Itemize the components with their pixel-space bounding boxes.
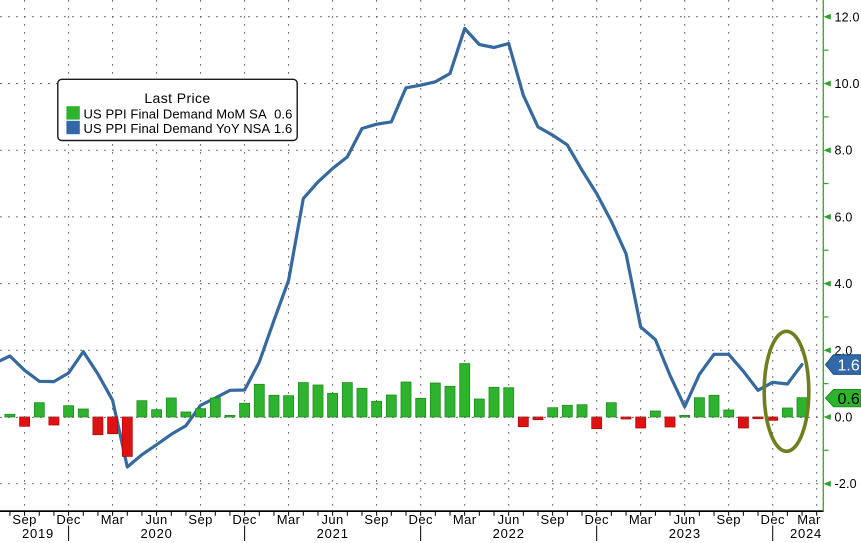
- svg-text:Mar: Mar: [797, 512, 821, 527]
- svg-text:Sep: Sep: [188, 512, 212, 527]
- svg-text:Sep: Sep: [12, 512, 36, 527]
- svg-text:12.0: 12.0: [835, 10, 860, 24]
- svg-text:-2.0: -2.0: [835, 477, 857, 491]
- svg-text:US PPI Final Demand YoY NSA 1.: US PPI Final Demand YoY NSA 1.6: [84, 121, 293, 136]
- svg-text:Dec: Dec: [761, 512, 785, 527]
- svg-text:Sep: Sep: [717, 512, 741, 527]
- svg-text:Dec: Dec: [232, 512, 256, 527]
- svg-text:Sep: Sep: [364, 512, 388, 527]
- svg-text:1.6: 1.6: [838, 357, 860, 374]
- svg-text:0.0: 0.0: [835, 411, 853, 425]
- svg-text:4.0: 4.0: [835, 277, 853, 291]
- svg-text:Jun: Jun: [498, 512, 520, 527]
- svg-text:Mar: Mar: [629, 512, 653, 527]
- svg-text:2022: 2022: [493, 526, 525, 541]
- svg-text:Last Price: Last Price: [144, 90, 210, 106]
- svg-text:Dec: Dec: [585, 512, 609, 527]
- svg-text:US PPI Final Demand MoM SA 0.: US PPI Final Demand MoM SA 0.6: [84, 106, 293, 121]
- svg-text:Jun: Jun: [674, 512, 696, 527]
- svg-text:6.0: 6.0: [835, 210, 853, 224]
- svg-text:Mar: Mar: [277, 512, 301, 527]
- svg-text:2019: 2019: [22, 526, 54, 541]
- svg-text:2020: 2020: [141, 526, 173, 541]
- svg-text:Mar: Mar: [101, 512, 125, 527]
- svg-text:Mar: Mar: [453, 512, 477, 527]
- svg-text:0.6: 0.6: [838, 391, 860, 408]
- svg-text:Jun: Jun: [146, 512, 168, 527]
- svg-text:2023: 2023: [669, 526, 701, 541]
- svg-text:Dec: Dec: [56, 512, 80, 527]
- svg-text:8.0: 8.0: [835, 144, 853, 158]
- svg-text:Dec: Dec: [409, 512, 433, 527]
- svg-text:2021: 2021: [317, 526, 349, 541]
- svg-text:Sep: Sep: [541, 512, 565, 527]
- svg-text:Jun: Jun: [322, 512, 344, 527]
- svg-text:2024: 2024: [790, 526, 822, 541]
- svg-text:10.0: 10.0: [835, 77, 860, 91]
